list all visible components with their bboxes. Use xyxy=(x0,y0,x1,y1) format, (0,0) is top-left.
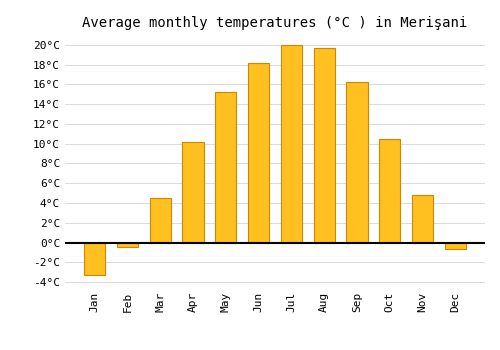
Bar xyxy=(444,243,466,250)
Bar xyxy=(150,198,171,243)
Bar xyxy=(215,92,236,243)
Bar xyxy=(182,142,204,243)
Title: Average monthly temperatures (°C ) in Merişani: Average monthly temperatures (°C ) in Me… xyxy=(82,16,468,30)
Bar xyxy=(84,243,106,275)
Bar xyxy=(314,48,335,243)
Bar xyxy=(248,63,270,243)
Bar xyxy=(346,83,368,243)
Bar xyxy=(280,45,302,243)
Bar xyxy=(117,243,138,247)
Bar xyxy=(412,195,433,243)
Bar xyxy=(379,139,400,243)
